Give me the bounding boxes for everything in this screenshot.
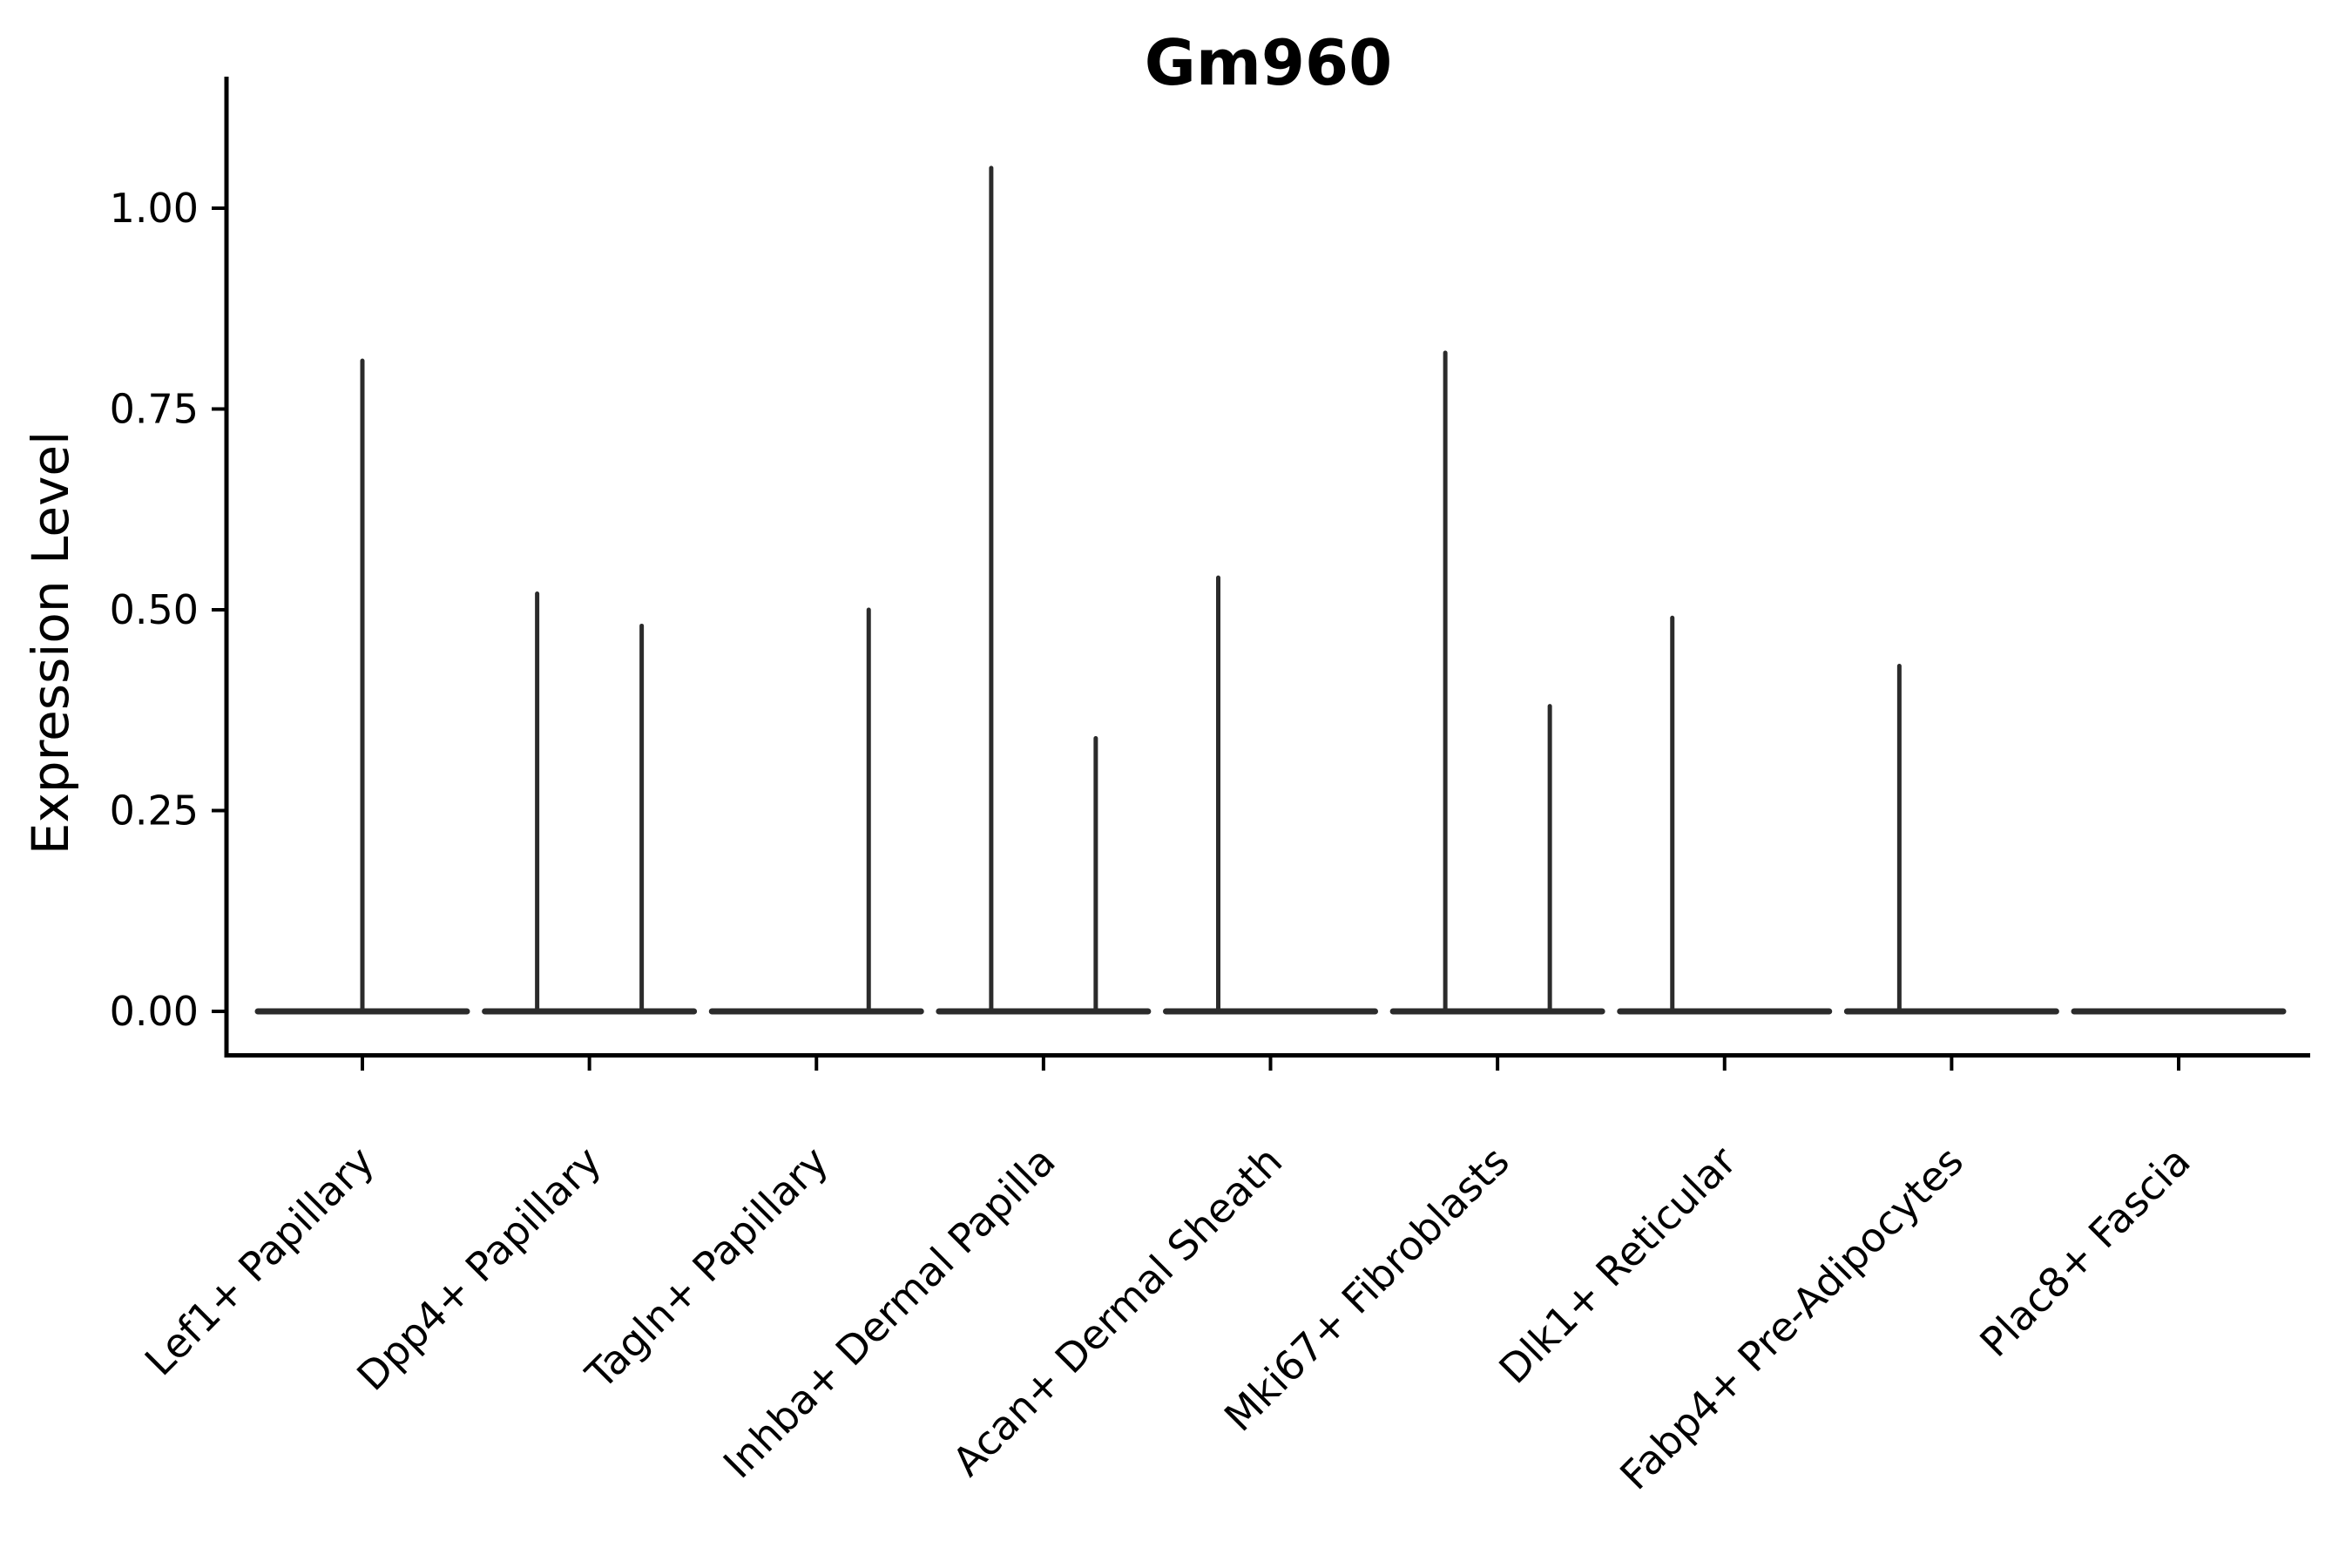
x-tick-label: Dlk1+ Reticular	[1490, 1138, 1745, 1393]
y-tick-label: 1.00	[110, 185, 199, 232]
y-tick-label: 0.00	[110, 988, 199, 1035]
x-tick-label: Dpp4+ Papillary	[348, 1138, 610, 1400]
y-tick-label: 0.50	[110, 586, 199, 633]
x-tick-label: Plac8+ Fascia	[1970, 1138, 2199, 1366]
y-tick-label: 0.25	[110, 787, 199, 835]
chart-title: Gm960	[1144, 26, 1393, 99]
x-tick-label: Lef1+ Papillary	[136, 1138, 383, 1385]
x-tick-label: Tagln+ Papillary	[576, 1138, 837, 1399]
y-tick-label: 0.75	[110, 386, 199, 433]
